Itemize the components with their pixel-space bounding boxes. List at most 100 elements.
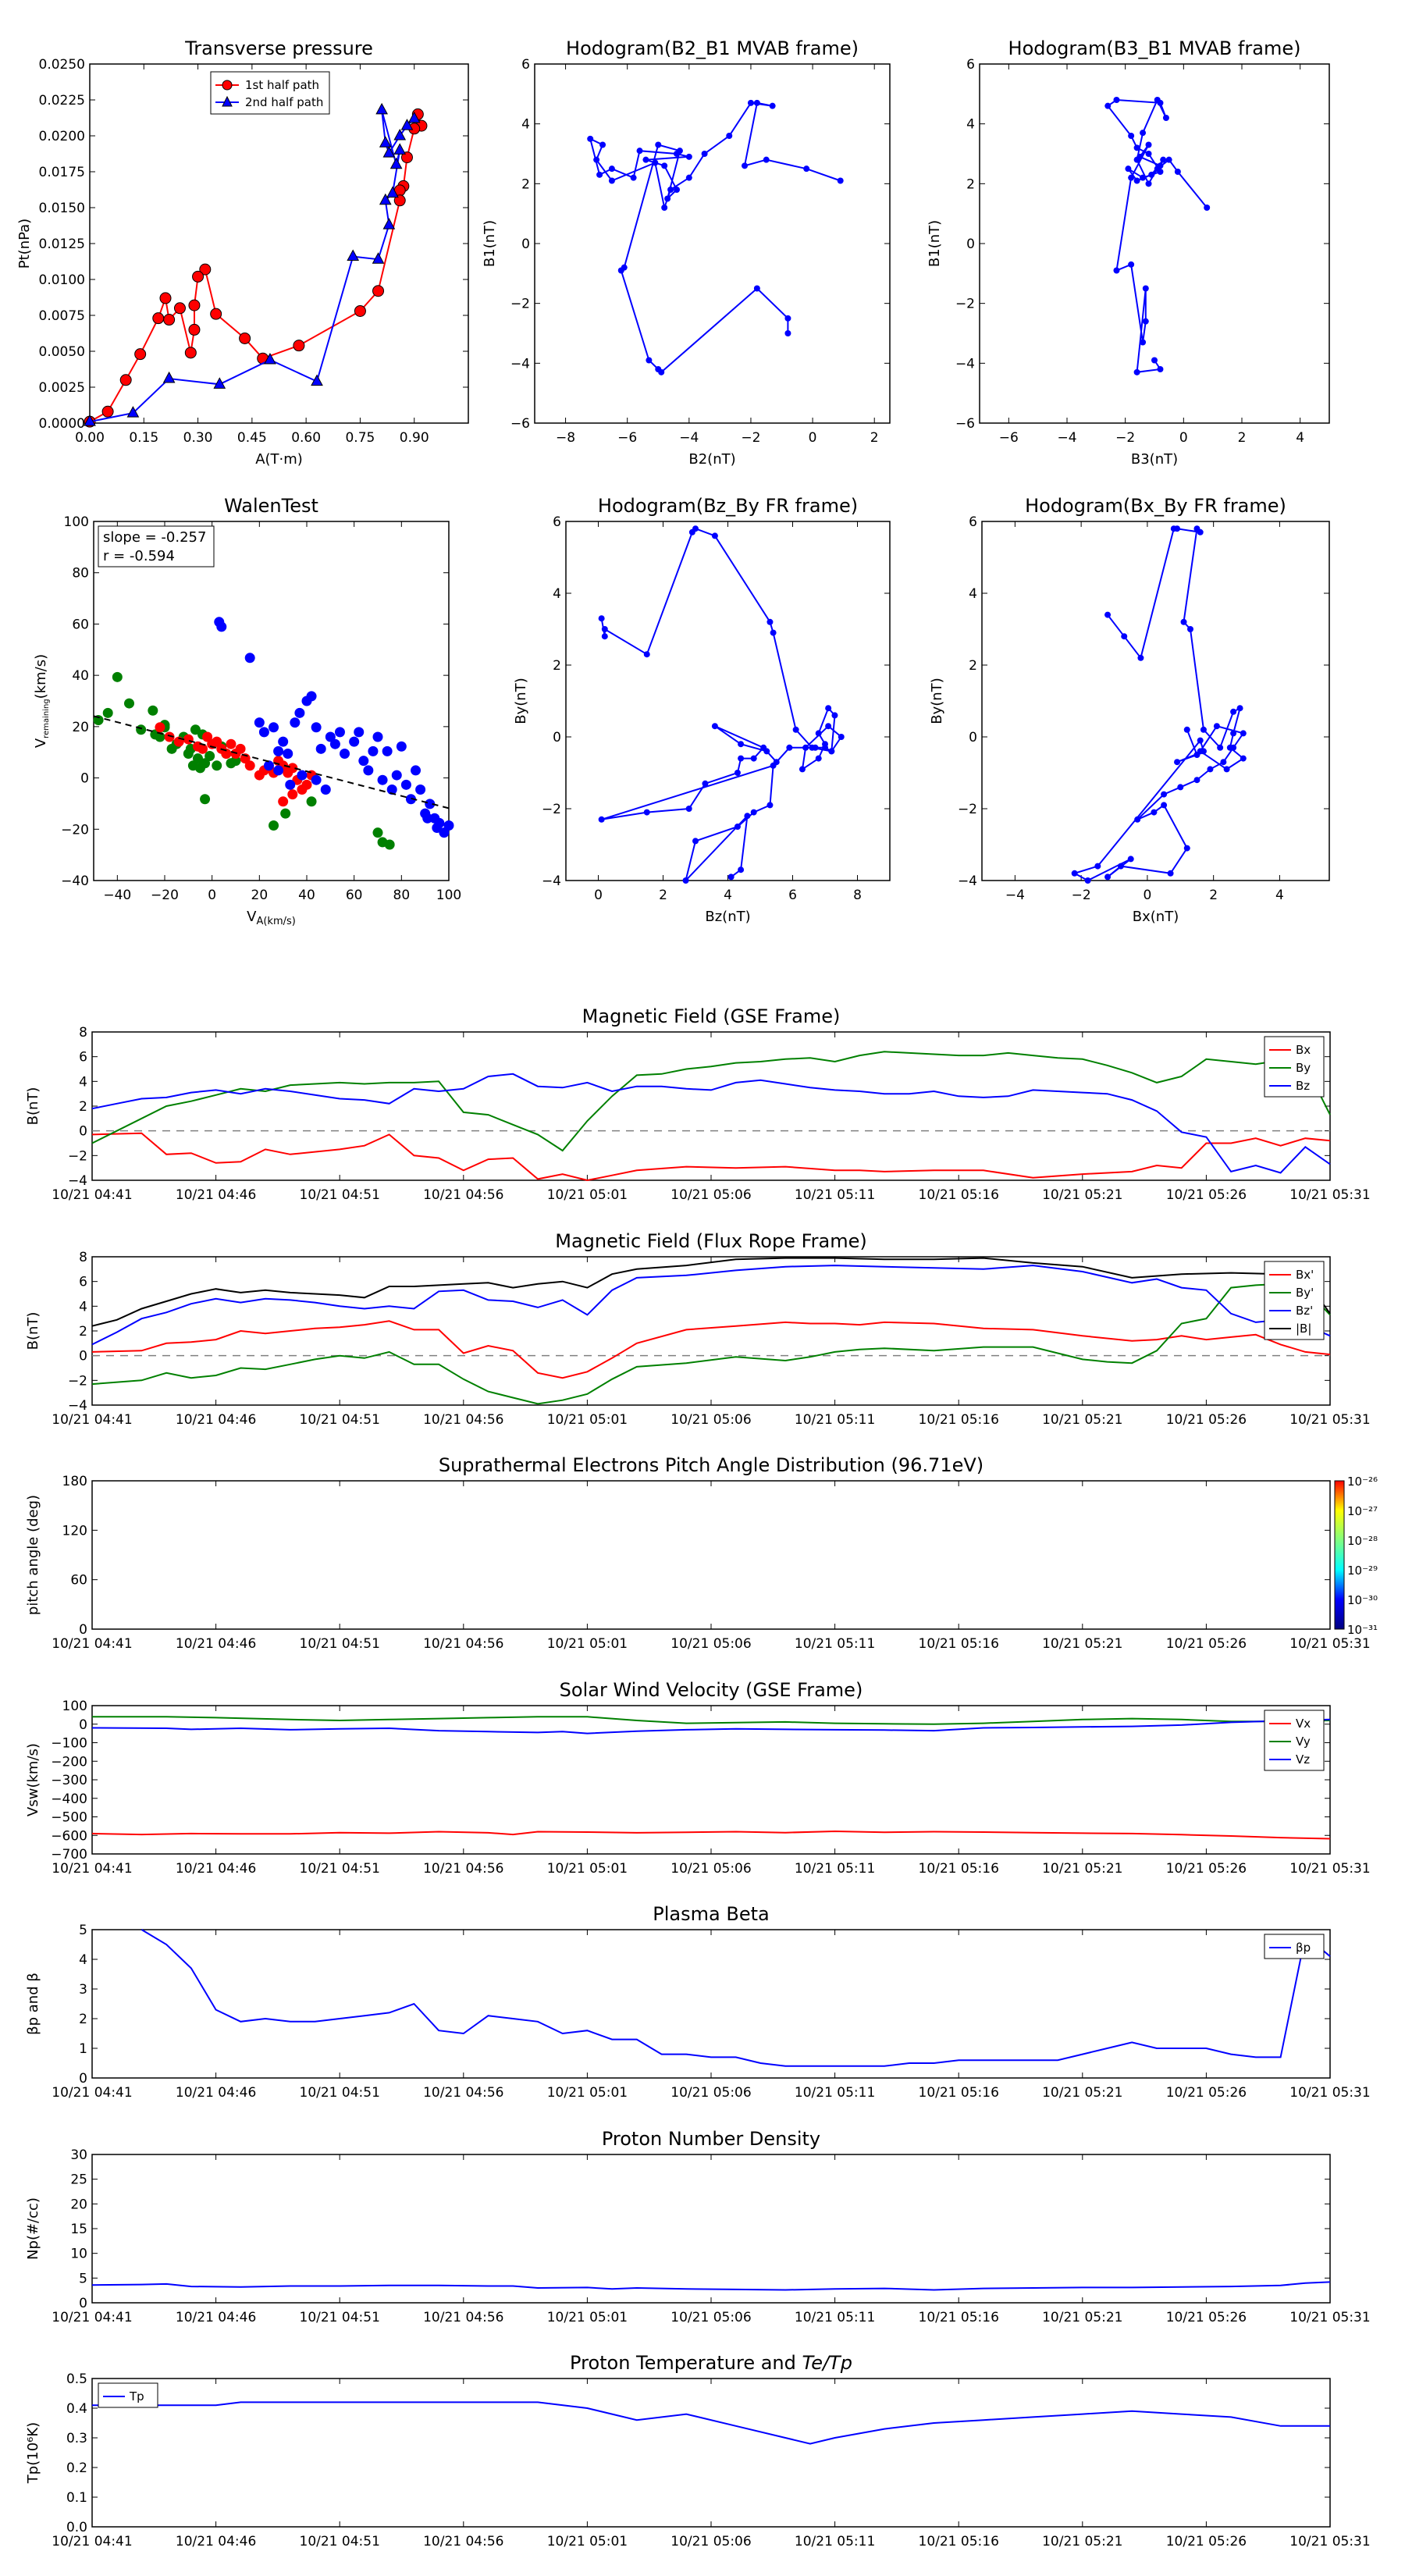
colorbar-label: 10⁻³¹ [1347,1623,1378,1637]
panel-2-ytick-label: 2 [521,176,530,192]
time-panel-6-xtick-label: 10/21 04:51 [300,2310,380,2325]
panel-5-ytick-label: 4 [553,586,561,602]
time-panel-4-line-Vy [92,1716,1331,1725]
hodogram-point [753,99,760,106]
time-panel-6-ytick-label: 5 [79,2271,87,2286]
time-panel-5-xtick-label: 10/21 05:06 [670,2085,751,2101]
hodogram-point [685,174,692,181]
hodogram-point [661,205,668,211]
time-panel-6-line-Np [91,2281,1331,2291]
time-panel-7-ytick-label: 0.4 [66,2401,87,2417]
hodogram-point [750,755,757,762]
time-panel-7-ylabel: Tp(10⁶K) [25,2422,41,2484]
time-panel-4-ytick-label: −400 [51,1791,87,1807]
hodogram-line [1106,98,1208,373]
panel-2-ytick-label: 6 [521,57,530,73]
walen-point-red [202,731,213,742]
time-panel-5-ytick-label: 4 [79,1952,87,1968]
time-panel-4-xtick-label: 10/21 04:46 [176,1861,256,1877]
time-panel-6-title: Proton Number Density [602,2128,820,2150]
walen-point-green [230,756,241,767]
walen-point-green [306,796,317,807]
time-panel-4-legend-label: Vx [1296,1717,1311,1731]
time-panel-3-xtick-label: 10/21 05:06 [670,1636,751,1652]
time-panel-7-xtick-label: 10/21 05:01 [547,2534,628,2549]
walen-point-green [384,839,395,850]
time-panel-7-xtick-label: 10/21 04:41 [52,2534,132,2549]
walen-point-red [164,731,175,742]
walen-point-green [212,760,222,771]
pressure-point-1 [400,151,413,164]
time-panel-5-ytick-label: 2 [79,2012,87,2027]
panel-4-xtick-label: 0 [208,888,216,903]
hodogram-point [676,148,683,155]
walen-annotation-box [98,525,215,568]
walen-point-red [197,743,208,754]
time-panel-4-legend-label: Vy [1296,1735,1311,1749]
hodogram-point [667,187,674,193]
time-panel-7-ytick-label: 0.0 [66,2520,87,2535]
hodogram-point [1230,744,1237,751]
hodogram-point [1200,726,1207,733]
time-panel-6-xtick-label: 10/21 04:46 [176,2310,256,2325]
pressure-point-2 [84,415,96,426]
panel-1-ytick-label: 0.0125 [39,237,85,252]
hodogram-point [734,824,741,830]
time-panel-2-legend-label: Bx' [1296,1268,1314,1282]
time-panel-1-xtick-label: 10/21 04:51 [300,1187,380,1203]
pressure-point-2 [379,193,392,205]
time-panel-4-xtick-label: 10/21 05:31 [1289,1861,1370,1877]
time-panel-1-legend-box [1264,1036,1325,1098]
time-panel-4-legend-label: Vz [1296,1752,1310,1767]
hodogram-point [1142,285,1149,292]
panel-6-ylabel: By(nT) [929,678,945,724]
hodogram-point [1236,705,1243,712]
time-panel-1-title: Magnetic Field (GSE Frame) [582,1005,841,1027]
time-panel-2-legend-label: By' [1296,1286,1314,1300]
panel-6-ytick-label: 0 [969,730,977,745]
pressure-point-1 [393,194,406,207]
time-panel-6-xtick-label: 10/21 05:31 [1289,2310,1370,2325]
panel-4-ylabel-unit: (km/s) [33,654,49,699]
hodogram-point [598,816,605,823]
colorbar-label: 10⁻²⁸ [1347,1534,1378,1548]
panel-2-xtick-label: 0 [809,430,817,446]
hodogram-point [738,755,745,762]
panel-3-ylabel: B1(nT) [927,220,943,267]
panel-5-xlabel: Bz(nT) [705,909,750,925]
pressure-point-2 [347,249,360,262]
hodogram-point [1167,870,1174,877]
hodogram-point [1104,873,1112,881]
panel-5-ytick-label: 0 [553,730,561,745]
hodogram-point [792,726,799,733]
walen-point-blue [422,813,433,824]
pressure-point-2 [393,143,407,155]
hodogram-point [1084,877,1091,884]
time-panel-1-ylabel: B(nT) [25,1087,41,1126]
time-panel-7-ytick-label: 0.2 [66,2460,87,2476]
walen-point-blue [297,770,308,781]
panel-4-xtick-label: −20 [151,888,179,903]
walen-point-blue [382,745,393,756]
panel-4-ytick-label: −20 [61,822,89,838]
panel-6-xlabel: Bx(nT) [1133,909,1179,925]
time-panel-1-xtick-label: 10/21 05:06 [670,1187,751,1203]
hodogram-point [601,633,608,640]
time-panel-6-ytick-label: 30 [70,2147,87,2163]
hodogram-point [652,159,659,166]
time-panel-5-xtick-label: 10/21 04:56 [423,2085,503,2101]
time-panel-7-ytick-label: 0.5 [66,2371,87,2387]
time-panel-2-ylabel: B(nT) [25,1312,41,1350]
panel-6-xtick-label: 2 [1209,888,1218,903]
hodogram-point [1161,791,1168,798]
panel-1-ytick-label: 0.0250 [39,57,85,73]
hodogram-point [825,723,832,730]
hodogram-point [1125,165,1132,173]
hodogram-point [1128,261,1135,268]
hodogram-point [1157,169,1164,175]
time-panel-1-line-Bx [91,1132,1331,1182]
panel-4-ytick-label: 20 [72,720,89,735]
hodogram-point [664,195,671,202]
time-panel-2-xtick-label: 10/21 05:01 [547,1412,628,1428]
pressure-point-2 [393,128,407,141]
